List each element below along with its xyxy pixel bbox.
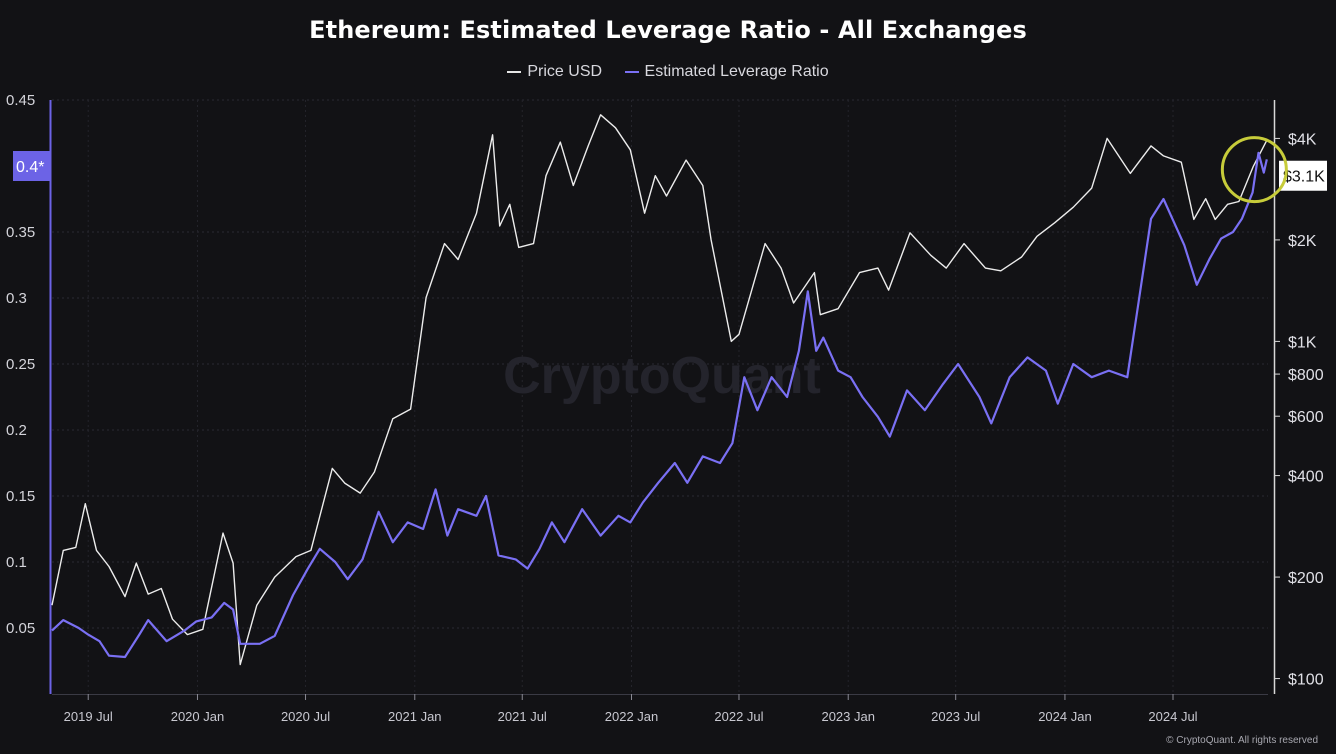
y-tick-label-right: $800 <box>1288 367 1324 384</box>
legend-item-price[interactable]: Price USD <box>507 63 602 81</box>
x-tick-label: 2022 Jul <box>714 709 763 724</box>
legend: Price USD Estimated Leverage Ratio <box>0 60 1336 81</box>
right-current-marker-label: $3.1K <box>1283 169 1325 186</box>
left-current-marker <box>13 151 50 181</box>
x-tick-label: 2023 Jul <box>931 709 980 724</box>
y-tick-label-right: $4K <box>1288 131 1317 148</box>
annotations <box>1220 136 1288 204</box>
y-tick-label-left: 0.2 <box>6 422 27 439</box>
x-tick-label: 2023 Jan <box>821 709 875 724</box>
x-tick-label: 2021 Jan <box>388 709 442 724</box>
y-tick-label-right: $600 <box>1288 409 1324 426</box>
x-tick-label: 2021 Jul <box>498 709 547 724</box>
credit: © CryptoQuant. All rights reserved <box>1166 735 1318 746</box>
highlight-circle <box>1220 136 1288 204</box>
y-tick-label-left: 0.05 <box>6 620 35 637</box>
y-tick-label-left: 0.35 <box>6 224 35 241</box>
y-tick-label-right: $400 <box>1288 469 1324 486</box>
grid <box>52 99 1268 694</box>
legend-item-leverage[interactable]: Estimated Leverage Ratio <box>624 63 829 81</box>
x-tick-label: 2020 Jul <box>281 709 330 724</box>
series-line-price <box>51 114 1268 666</box>
x-tick-label: 2020 Jan <box>171 709 225 724</box>
y-tick-label-left: 0.45 <box>6 92 35 109</box>
y-tick-label-right: $2K <box>1288 233 1317 250</box>
y-tick-label-right: $100 <box>1288 672 1324 689</box>
series <box>51 114 1268 666</box>
chart-title: Ethereum: Estimated Leverage Ratio - All… <box>309 16 1027 44</box>
legend-label-price: Price USD <box>527 63 603 80</box>
watermark: CryptoQuant <box>503 347 821 405</box>
y-tick-label-right: $200 <box>1288 570 1324 587</box>
left-axis: 0.05 0.1 0.15 0.2 0.25 0.3 0.35 0.45 0.4* <box>6 92 52 694</box>
legend-label-leverage: Estimated Leverage Ratio <box>644 63 829 80</box>
y-tick-label-right: $1K <box>1288 334 1317 351</box>
y-tick-label-left: 0.25 <box>6 356 35 373</box>
y-tick-label-left: 0.3 <box>6 290 27 307</box>
y-tick-label-left: 0.15 <box>6 488 35 505</box>
x-axis: 2019 Jul 2020 Jan 2020 Jul 2021 Jan 2021 Jul… <box>52 694 1268 724</box>
x-tick-label: 2024 Jan <box>1038 709 1092 724</box>
legend-swatch-price <box>507 71 522 73</box>
x-tick-label: 2019 Jul <box>64 709 113 724</box>
series-line-leverage <box>51 151 1268 659</box>
legend-swatch-leverage <box>624 71 639 73</box>
x-tick-label: 2024 Jul <box>1148 709 1197 724</box>
x-tick-label: 2022 Jan <box>605 709 659 724</box>
left-current-marker-label: 0.4* <box>16 159 44 176</box>
y-tick-label-left: 0.1 <box>6 554 27 571</box>
right-axis: $100 $200 $400 $600 $800 $1K $2K $4K $3.1K <box>1273 100 1327 694</box>
